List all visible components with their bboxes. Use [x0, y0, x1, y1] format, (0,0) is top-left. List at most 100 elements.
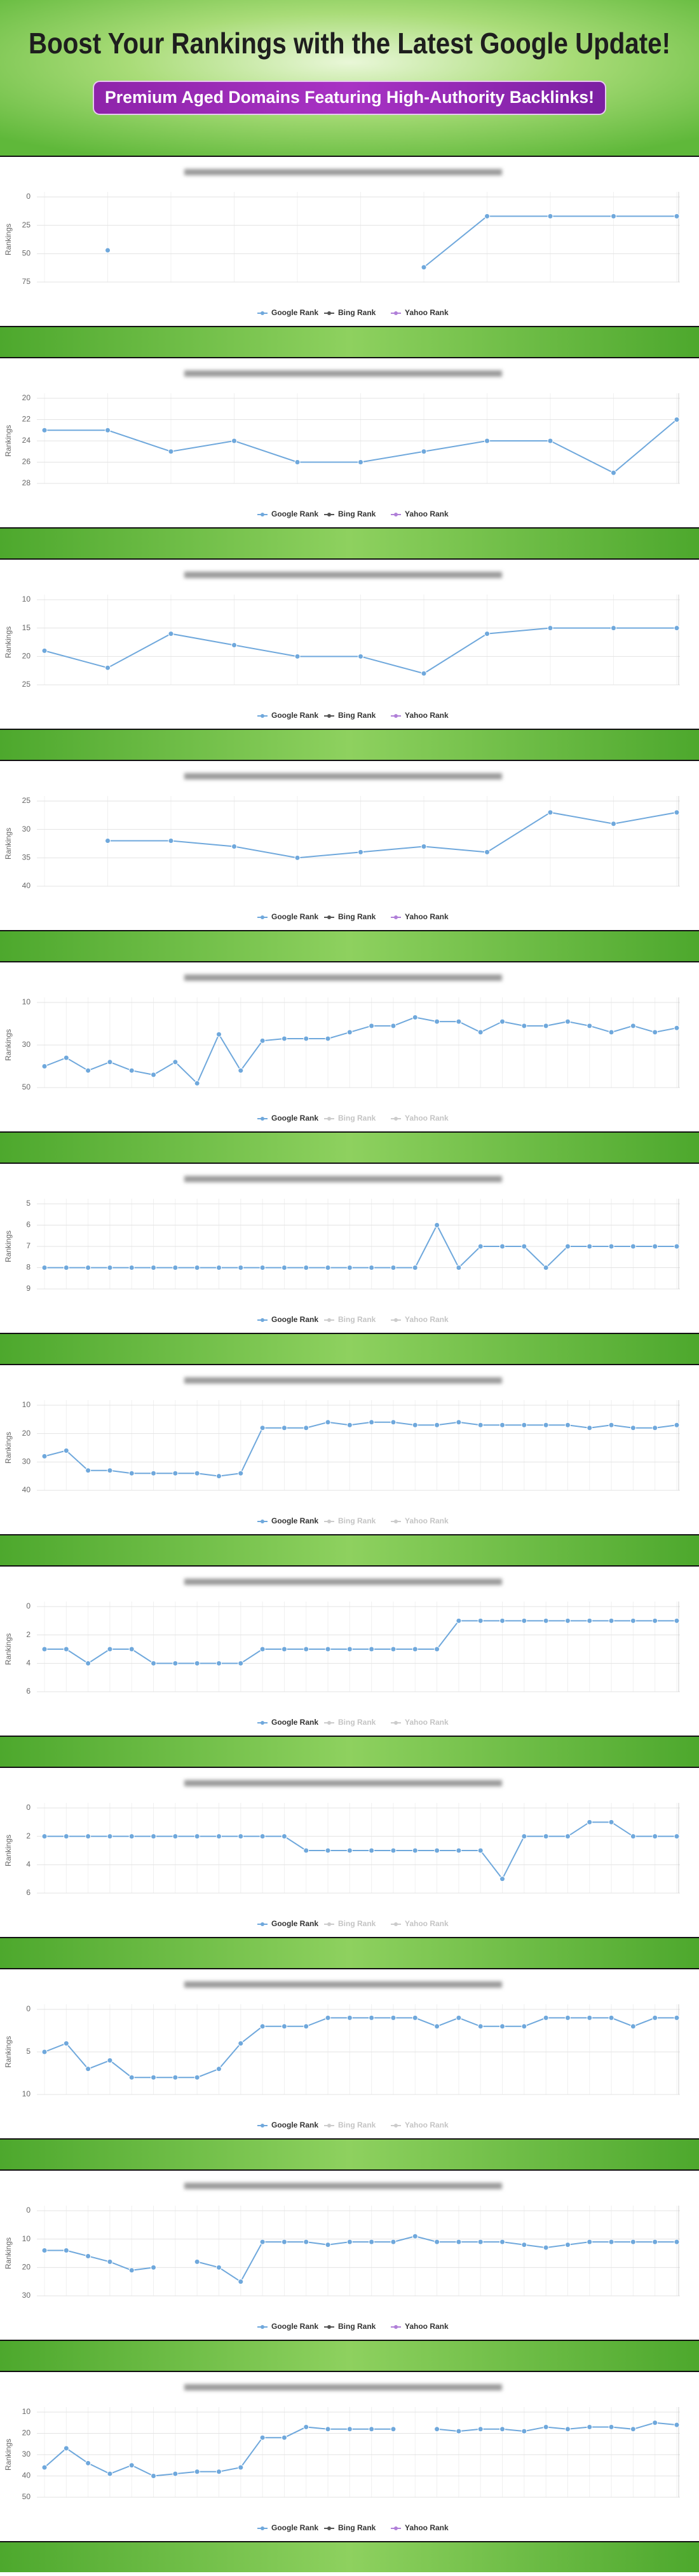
y-tick-label: 75 — [22, 277, 31, 286]
legend-swatch-dot — [327, 2526, 331, 2530]
data-point — [63, 1833, 69, 1840]
data-point — [85, 2253, 92, 2259]
y-tick-label: 9 — [26, 1284, 31, 1293]
data-point — [259, 1833, 266, 1840]
y-tick-label: 22 — [22, 415, 31, 424]
data-point — [543, 2244, 549, 2251]
data-point — [151, 1265, 157, 1271]
data-point — [346, 1265, 353, 1271]
legend-label: Google Rank — [271, 711, 318, 720]
data-point — [325, 1847, 331, 1854]
data-point — [608, 1029, 614, 1035]
data-point — [172, 1265, 179, 1271]
legend-swatch-dot — [394, 915, 398, 919]
data-point — [521, 1833, 527, 1840]
data-point — [168, 838, 174, 844]
y-tick-label: 25 — [22, 220, 31, 229]
data-point — [543, 1422, 549, 1428]
data-point — [303, 1265, 309, 1271]
y-tick-label: 10 — [22, 2407, 31, 2416]
data-point — [172, 1470, 179, 1476]
data-point — [587, 2424, 593, 2430]
green-band — [0, 1133, 699, 1163]
data-point — [587, 1425, 593, 1431]
legend-swatch-dot — [327, 1318, 331, 1322]
data-point — [390, 2426, 397, 2432]
y-tick-label: 2 — [26, 1630, 31, 1639]
data-point — [346, 1029, 353, 1035]
data-point — [303, 2239, 309, 2245]
data-point — [564, 2242, 571, 2248]
data-point — [325, 1646, 331, 1652]
legend-label: Bing Rank — [338, 2121, 376, 2129]
data-point — [674, 417, 680, 422]
data-point — [630, 1425, 636, 1431]
data-point — [215, 2264, 222, 2270]
data-point — [499, 2426, 506, 2432]
blurred-title — [184, 1981, 502, 1988]
data-point — [499, 1018, 506, 1025]
legend-label: Yahoo Rank — [405, 1919, 449, 1928]
legend-label: Google Rank — [271, 1718, 318, 1727]
data-point — [499, 1617, 506, 1624]
data-point — [194, 1833, 200, 1840]
data-point — [412, 1646, 418, 1652]
y-tick-label: 0 — [26, 2206, 31, 2215]
legend-swatch-dot — [261, 1721, 264, 1725]
legend-swatch-dot — [327, 1721, 331, 1725]
y-axis-label: Rankings — [4, 1835, 13, 1866]
data-point — [303, 1847, 309, 1854]
green-band — [0, 2341, 699, 2371]
data-point — [281, 2434, 287, 2441]
legend-label: Google Rank — [271, 308, 318, 317]
y-tick-label: 50 — [22, 249, 31, 258]
legend-label: Yahoo Rank — [405, 2121, 449, 2129]
data-point — [128, 2074, 135, 2080]
data-point — [434, 2239, 440, 2245]
data-point — [41, 2049, 48, 2055]
green-band — [0, 1737, 699, 1767]
blurred-title — [184, 169, 502, 175]
series-line — [44, 2017, 677, 2079]
y-tick-label: 30 — [22, 1457, 31, 1466]
data-point — [215, 2066, 222, 2072]
data-point — [484, 213, 490, 219]
data-point — [434, 1422, 440, 1428]
data-point — [608, 1243, 614, 1250]
data-point — [303, 1425, 309, 1431]
data-point — [172, 1059, 179, 1065]
legend-swatch-dot — [327, 1117, 331, 1121]
data-point — [194, 1080, 200, 1086]
y-tick-label: 2 — [26, 1831, 31, 1840]
data-point — [477, 2023, 484, 2030]
data-point — [652, 1833, 658, 1840]
data-point — [41, 1453, 48, 1459]
data-point — [421, 448, 427, 455]
data-point — [194, 2469, 200, 2475]
data-point — [346, 1847, 353, 1854]
legend-swatch-dot — [327, 1922, 331, 1926]
y-tick-label: 40 — [22, 2471, 31, 2480]
data-point — [107, 1059, 113, 1065]
legend-label: Yahoo Rank — [405, 2523, 449, 2532]
data-point — [456, 2239, 462, 2245]
data-point — [630, 1243, 636, 1250]
green-band — [0, 1334, 699, 1364]
data-point — [128, 1265, 135, 1271]
legend-swatch-dot — [261, 915, 264, 919]
data-point — [608, 2239, 614, 2245]
y-tick-label: 26 — [22, 457, 31, 466]
data-point — [564, 2426, 571, 2432]
data-point — [674, 809, 680, 816]
data-point — [105, 427, 111, 433]
y-axis-label: Rankings — [4, 1633, 13, 1665]
legend-label: Google Rank — [271, 1516, 318, 1525]
legend-swatch-dot — [394, 1520, 398, 1523]
data-point — [215, 1473, 222, 1480]
y-tick-label: 7 — [26, 1241, 31, 1250]
data-point — [611, 821, 616, 827]
y-tick-label: 30 — [22, 2450, 31, 2458]
data-point — [172, 2074, 179, 2080]
data-point — [281, 1265, 287, 1271]
data-point — [194, 1470, 200, 1476]
